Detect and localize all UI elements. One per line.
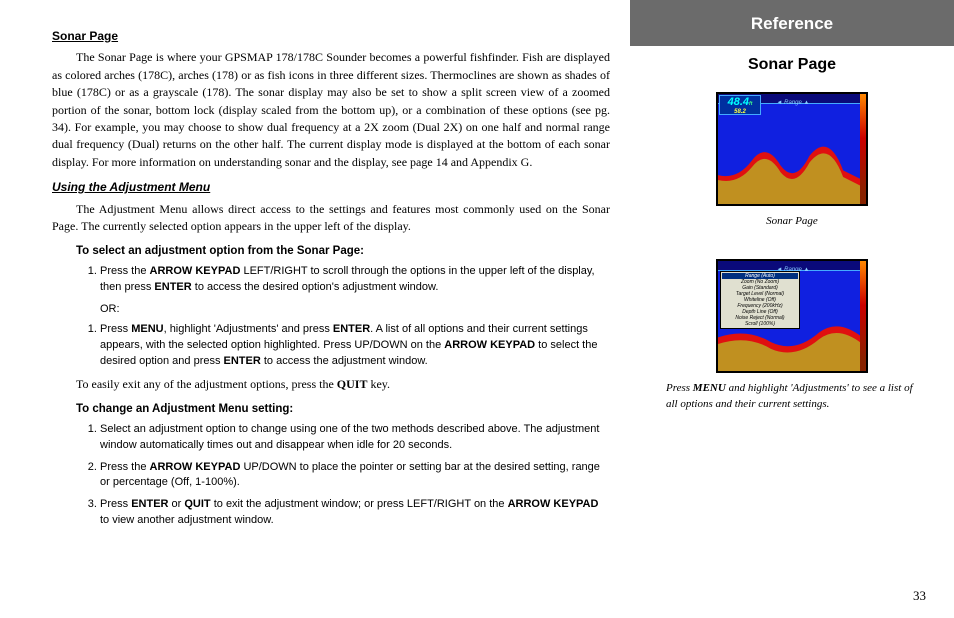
list-item: Press MENU, highlight 'Adjustments' and … — [100, 322, 610, 370]
or-separator: OR: — [100, 302, 610, 318]
depth-badge: 48.4ft 58.2 — [719, 95, 761, 115]
sonar-screenshot-1: ◄ Range ▲ 48.4ft 58.2 — [716, 92, 868, 206]
sidebar: Reference Sonar Page ◄ Range ▲ 48.4ft 58… — [630, 0, 954, 618]
instruction-title-2: To change an Adjustment Menu setting: — [76, 401, 610, 418]
page-number: 33 — [913, 588, 926, 604]
paragraph-intro: The Sonar Page is where your GPSMAP 178/… — [52, 49, 610, 171]
list-item: Press ENTER or QUIT to exit the adjustme… — [100, 497, 610, 529]
list-item: Select an adjustment option to change us… — [100, 422, 610, 454]
sonar-terrain-icon — [718, 127, 862, 204]
sidebar-header: Reference — [630, 0, 954, 46]
sonar-screenshot-2: ◄ Range ▲ Range (Auto)Zoom (No Zoom)Gain… — [716, 259, 868, 373]
adjustment-menu: Range (Auto)Zoom (No Zoom)Gain (Standard… — [720, 271, 800, 329]
caption-1: Sonar Page — [660, 214, 924, 229]
instruction-list-1a: Press the ARROW KEYPAD LEFT/RIGHT to scr… — [100, 264, 610, 296]
sidebar-body: ◄ Range ▲ 48.4ft 58.2 Sonar Page ◄ Range… — [630, 92, 954, 412]
instruction-title-1: To select an adjustment option from the … — [76, 243, 610, 260]
sidebar-subtitle: Sonar Page — [630, 46, 954, 92]
main-content: Sonar Page The Sonar Page is where your … — [0, 0, 630, 618]
range-label: ◄ Range ▲ — [775, 100, 810, 106]
instruction-list-2: Select an adjustment option to change us… — [100, 422, 610, 530]
heading-adjustment-menu: Using the Adjustment Menu — [52, 179, 610, 196]
caption-2: Press MENU and highlight 'Adjustments' t… — [660, 381, 924, 412]
paragraph-adjustment: The Adjustment Menu allows direct access… — [52, 201, 610, 236]
list-item: Press the ARROW KEYPAD UP/DOWN to place … — [100, 460, 610, 492]
heading-sonar-page: Sonar Page — [52, 28, 610, 45]
instruction-list-1b: Press MENU, highlight 'Adjustments' and … — [100, 322, 610, 370]
list-item: Press the ARROW KEYPAD LEFT/RIGHT to scr… — [100, 264, 610, 296]
easy-exit-note: To easily exit any of the adjustment opt… — [76, 376, 610, 393]
